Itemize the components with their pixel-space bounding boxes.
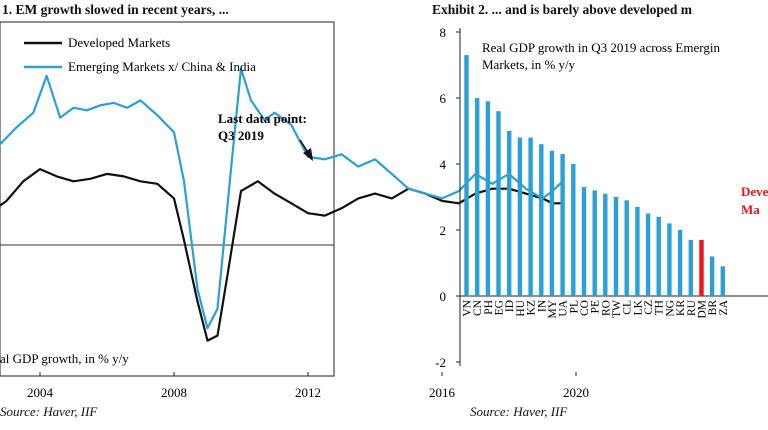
highlight-label-line-2: Ma: [741, 202, 760, 217]
series-line-0: [0, 168, 563, 342]
series-line-1: [0, 67, 564, 330]
y-tick-label: 0: [440, 289, 447, 304]
bar-pl: [571, 164, 576, 296]
x-label-th: TH: [654, 300, 666, 315]
bar-kr: [677, 230, 683, 296]
annotation-arrow-head: [303, 148, 313, 161]
x-tick-label: 2008: [161, 385, 187, 400]
bar-my: [549, 150, 555, 296]
x-label-eg: EG: [494, 300, 506, 315]
legend-label-developed: Developed Markets: [68, 35, 170, 50]
bar-eg: [496, 111, 501, 296]
x-tick-label: 2004: [27, 385, 54, 400]
x-label-co: CO: [579, 300, 591, 316]
bar-ng: [667, 223, 672, 296]
bar-vn: [464, 55, 469, 296]
bar-ru: [688, 239, 693, 296]
x-label-pl: PL: [568, 300, 580, 313]
exhibit1-x-ticks: 2004 2008 2012 2016 2020: [27, 372, 589, 400]
bar-co: [581, 187, 587, 296]
x-label-cz: CZ: [643, 300, 655, 315]
bar-th: [656, 216, 661, 296]
bar-tw: [613, 197, 619, 296]
x-label-pe: PE: [590, 300, 602, 313]
x-label-cn: CN: [472, 299, 484, 316]
exhibit2-y-ticks: 8 6 4 2 0 -2: [435, 25, 460, 370]
exhibit2-subtitle-line-2: Markets, in % y/y: [482, 57, 576, 72]
exhibit1-source: Source: Haver, IIF: [0, 404, 98, 419]
bar-cz: [645, 213, 651, 296]
annotation-line-2: Q3 2019: [218, 128, 264, 143]
exhibit1-legend: Developed Markets Emerging Markets x/ Ch…: [24, 35, 256, 74]
x-label-my: MY: [547, 299, 559, 318]
y-tick-label: 8: [440, 25, 447, 40]
x-tick-label: 2016: [429, 385, 456, 400]
y-tick-label: -2: [435, 355, 446, 370]
exhibit1-title: 1. EM growth slowed in recent years, ...: [2, 2, 229, 17]
x-label-ru: RU: [686, 299, 698, 316]
bar-br: [709, 256, 715, 296]
bar-cn: [475, 98, 480, 296]
exhibit2-title: Exhibit 2. ... and is barely above devel…: [432, 2, 693, 17]
x-label-tw: TW: [611, 300, 623, 318]
bar-ph: [485, 101, 491, 296]
x-label-hu: HU: [515, 299, 527, 316]
annotation-line-1: Last data point:: [218, 111, 307, 126]
exhibit2-bars: [464, 55, 725, 296]
x-label-ph: PH: [483, 300, 495, 315]
exhibit2-source: Source: Haver, IIF: [470, 404, 568, 419]
bar-ro: [603, 193, 608, 296]
bar-cl: [624, 200, 629, 296]
x-label-kr: KR: [675, 300, 687, 316]
exhibit2-x-labels: VNCNPHEGIDHUKZINMYUAPLCOPEROTWCLLKCZTHNG…: [462, 299, 730, 318]
x-label-ua: UA: [558, 299, 570, 316]
x-label-kz: KZ: [526, 300, 538, 315]
x-label-dm: DM: [697, 300, 709, 319]
bar-kz: [528, 137, 533, 296]
y-tick-label: 6: [440, 91, 447, 106]
exhibit2-subtitle-line-1: Real GDP growth in Q3 2019 across Emergi…: [482, 40, 720, 55]
x-label-vn: VN: [462, 299, 474, 316]
y-tick-label: 4: [440, 157, 447, 172]
bar-dm: [699, 239, 704, 296]
x-label-cl: CL: [622, 300, 634, 315]
x-label-za: ZA: [718, 299, 730, 315]
exhibit1-lines: [0, 67, 564, 342]
bar-ua: [560, 154, 565, 296]
bar-id: [507, 131, 512, 296]
legend-label-emerging: Emerging Markets x/ China & India: [68, 59, 256, 74]
exhibit1-ylabel: al GDP growth, in % y/y: [0, 351, 129, 366]
highlight-label-line-1: Deve: [741, 184, 768, 199]
x-label-br: BR: [707, 300, 719, 316]
bar-hu: [517, 137, 523, 296]
x-label-ng: NG: [664, 300, 676, 317]
bar-lk: [635, 206, 640, 296]
x-label-ro: RO: [600, 300, 612, 316]
x-label-id: ID: [504, 300, 516, 312]
x-tick-label: 2012: [295, 385, 321, 400]
x-label-in: IN: [536, 299, 548, 312]
bar-in: [539, 144, 544, 296]
x-label-lk: LK: [632, 299, 644, 315]
exhibit1-plot-frame: [0, 21, 335, 377]
x-tick-label: 2020: [563, 385, 589, 400]
y-tick-label: 2: [440, 223, 447, 238]
bar-pe: [592, 190, 597, 296]
bar-za: [720, 266, 725, 296]
